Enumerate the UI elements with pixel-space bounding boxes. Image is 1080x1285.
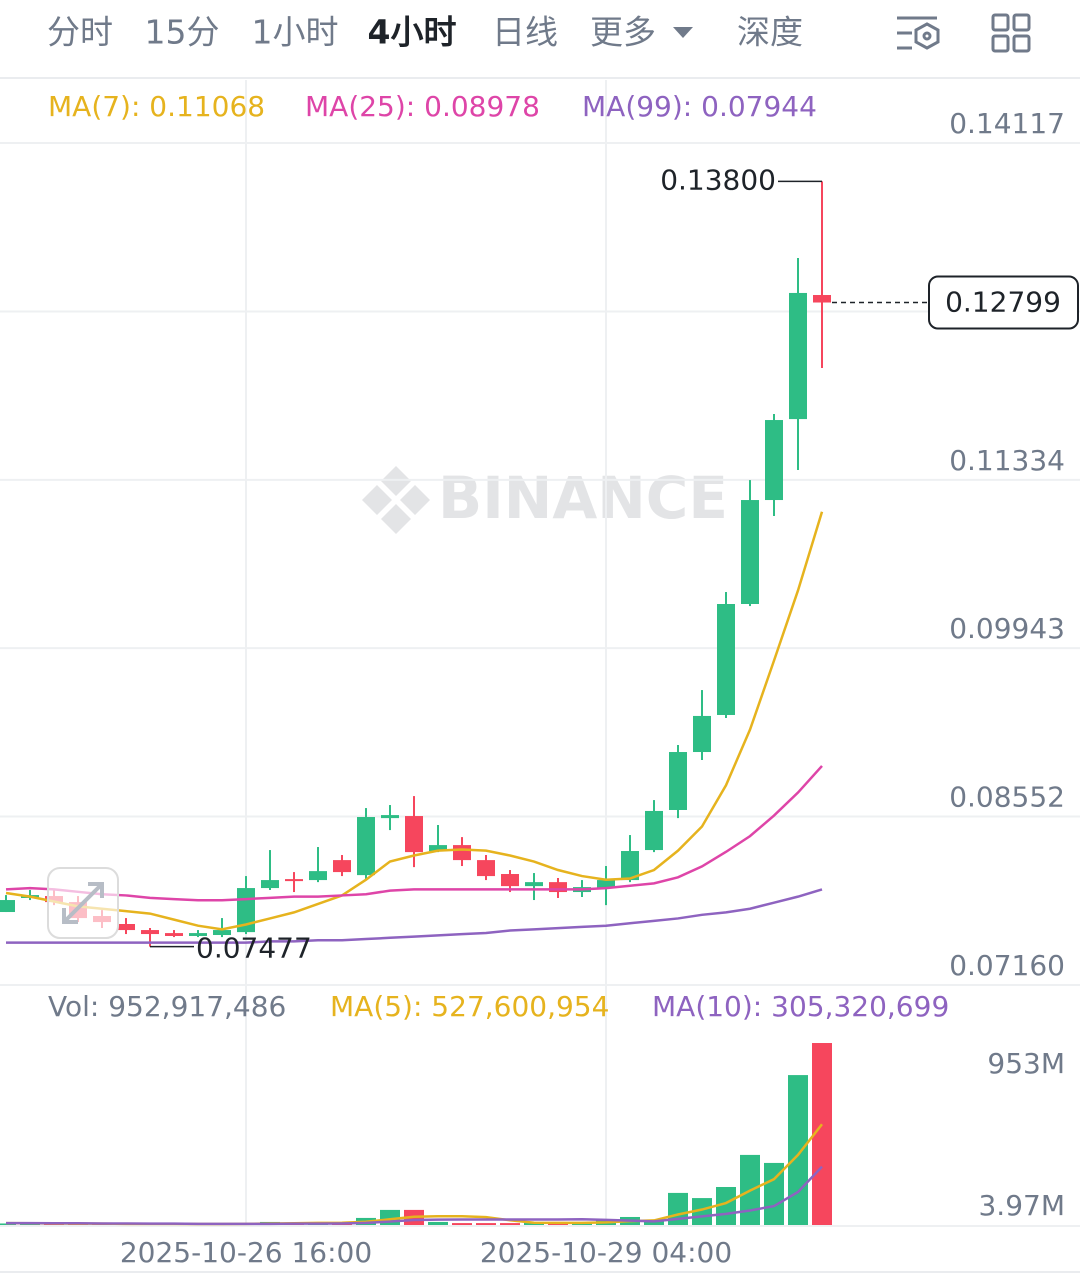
volume-bar: [428, 1221, 448, 1225]
x-tick-label: 2025-10-29 04:00: [480, 1236, 732, 1269]
candle-body: [765, 420, 783, 501]
volume-bar: [764, 1162, 784, 1225]
candle-body: [141, 930, 159, 935]
volume-bar: [788, 1075, 808, 1225]
candle-body: [621, 851, 639, 881]
volume-bar: [452, 1223, 472, 1225]
y-tick-label: 3.97M: [978, 1189, 1065, 1222]
candle-body: [261, 880, 279, 889]
candle-body: [669, 752, 687, 810]
legend-entry: MA(25): 0.08978: [305, 90, 540, 123]
candle-body: [813, 295, 831, 303]
watermark-text: BINANCE: [438, 464, 728, 532]
grid: 0.141170.127250.113340.099430.085520.071…: [0, 80, 1080, 1269]
volume-bar: [476, 1223, 496, 1225]
candle-body: [189, 933, 207, 936]
tab[interactable]: 1小时: [252, 13, 339, 52]
candle-body: [741, 500, 759, 605]
tab[interactable]: 日线: [492, 13, 558, 52]
candle-body: [213, 930, 231, 936]
candle-body: [525, 882, 543, 887]
candle-body: [309, 871, 327, 881]
candle-body: [333, 860, 351, 873]
legend-entry: MA(10): 305,320,699: [652, 990, 949, 1023]
candle-body: [429, 845, 447, 852]
ma-line: [5, 1123, 823, 1226]
y-tick-label: 0.14117: [949, 107, 1065, 140]
price-label: 0.12799: [945, 286, 1061, 319]
candle-body: [477, 860, 495, 877]
annotation: 0.13800: [660, 163, 776, 196]
candle-body: [453, 845, 471, 861]
candle-body: [717, 604, 735, 715]
tab-bar: 分时 15分 1小时 4小时 日线 更多 深度: [47, 13, 1031, 53]
plot: [0, 181, 832, 1226]
tab[interactable]: 4小时: [368, 13, 457, 52]
y-tick-label: 0.09943: [949, 612, 1065, 645]
legend-entry: MA(7): 0.11068: [48, 90, 265, 123]
dropdown-arrow: [673, 27, 693, 38]
candle-body: [549, 882, 567, 893]
legend-entry: MA(5): 527,600,954: [330, 990, 609, 1023]
tab[interactable]: 深度: [737, 13, 803, 52]
candle-body: [501, 874, 519, 887]
tab[interactable]: 分时: [47, 13, 113, 52]
y-tick-label: 0.07160: [949, 949, 1065, 982]
price-box: [928, 275, 1079, 330]
candle-body: [645, 810, 663, 851]
candle-body: [597, 880, 615, 889]
candle-body: [357, 817, 375, 876]
candle-body: [381, 815, 399, 819]
tab[interactable]: 15分: [145, 13, 220, 52]
ma-line: [5, 511, 824, 931]
x-tick-label: 2025-10-26 16:00: [120, 1236, 372, 1269]
candle-body: [285, 879, 303, 882]
volume-bar: [692, 1198, 712, 1225]
candle-body: [117, 924, 135, 931]
y-tick-label: 0.11334: [949, 444, 1065, 477]
candle-body: [0, 900, 15, 913]
candle-body: [405, 816, 423, 853]
settings-icon[interactable]: [897, 16, 940, 50]
watermark: BINANCE: [362, 464, 728, 534]
candle-body: [693, 715, 711, 753]
annotation: 0.07477: [196, 932, 312, 965]
expand-button[interactable]: [47, 867, 119, 939]
layout-icon[interactable]: [991, 13, 1031, 53]
overlay: MA(7): 0.11068 MA(25): 0.08978 MA(99): 0.0…: [48, 90, 1079, 1023]
ma-line: [5, 765, 823, 902]
volume-bar: [500, 1223, 520, 1225]
candle-body: [789, 292, 807, 420]
y-tick-label: 0.08552: [949, 781, 1065, 814]
volume-bar: [812, 1043, 832, 1225]
candle-body: [165, 933, 183, 936]
legend-entry: Vol: 952,917,486: [48, 990, 286, 1023]
tab[interactable]: 更多: [590, 13, 656, 52]
ma-line: [6, 1165, 823, 1226]
legend-entry: MA(99): 0.07944: [582, 90, 817, 123]
watermark-logo: [362, 466, 430, 534]
y-tick-label: 953M: [987, 1047, 1065, 1080]
ma-line: [6, 888, 823, 944]
